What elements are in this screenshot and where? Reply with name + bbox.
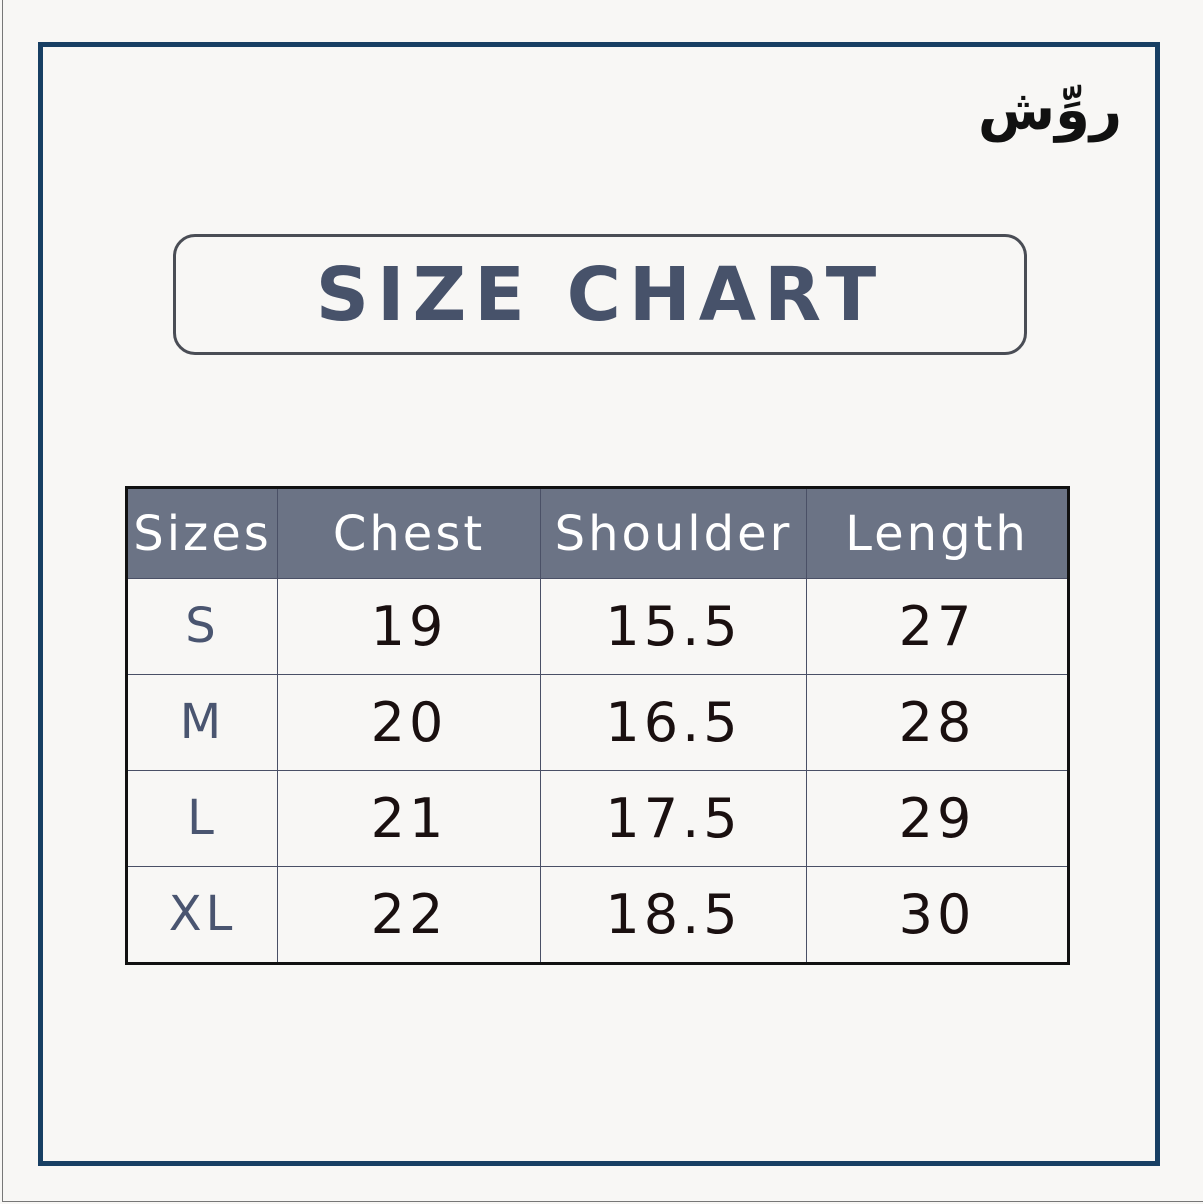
shoulder-cell: 16.5	[540, 673, 807, 771]
shoulder-cell: 17.5	[540, 769, 807, 867]
shoulder-cell: 18.5	[540, 865, 807, 965]
length-cell: 29	[806, 769, 1069, 867]
page-edge-left	[2, 0, 3, 1202]
size-cell: L	[126, 769, 278, 867]
border-frame	[38, 42, 1160, 1166]
size-cell: M	[126, 673, 278, 771]
page-title: SIZE CHART	[315, 251, 885, 338]
chest-cell: 20	[277, 673, 541, 771]
length-cell: 30	[806, 865, 1069, 965]
title-box: SIZE CHART	[173, 234, 1027, 355]
length-cell: 27	[806, 578, 1069, 675]
header-row: Sizes Chest Shoulder Length	[126, 487, 1069, 579]
table-row: S 19 15.5 27	[126, 578, 1069, 675]
size-table: Sizes Chest Shoulder Length S 19 15.5 27…	[125, 486, 1070, 965]
table-row: M 20 16.5 28	[126, 673, 1069, 771]
length-cell: 28	[806, 673, 1069, 771]
shoulder-cell: 15.5	[540, 578, 807, 675]
header-sizes: Sizes	[126, 487, 278, 579]
table-row: L 21 17.5 29	[126, 769, 1069, 867]
header-shoulder: Shoulder	[540, 487, 807, 579]
header-chest: Chest	[277, 487, 541, 579]
brand-logo: روِّش	[977, 78, 1123, 143]
table-row: XL 22 18.5 30	[126, 865, 1069, 965]
chest-cell: 21	[277, 769, 541, 867]
size-cell: XL	[126, 865, 278, 965]
size-cell: S	[126, 578, 278, 675]
chest-cell: 19	[277, 578, 541, 675]
page-edge-bottom	[2, 1201, 1203, 1202]
chest-cell: 22	[277, 865, 541, 965]
header-length: Length	[806, 487, 1069, 579]
